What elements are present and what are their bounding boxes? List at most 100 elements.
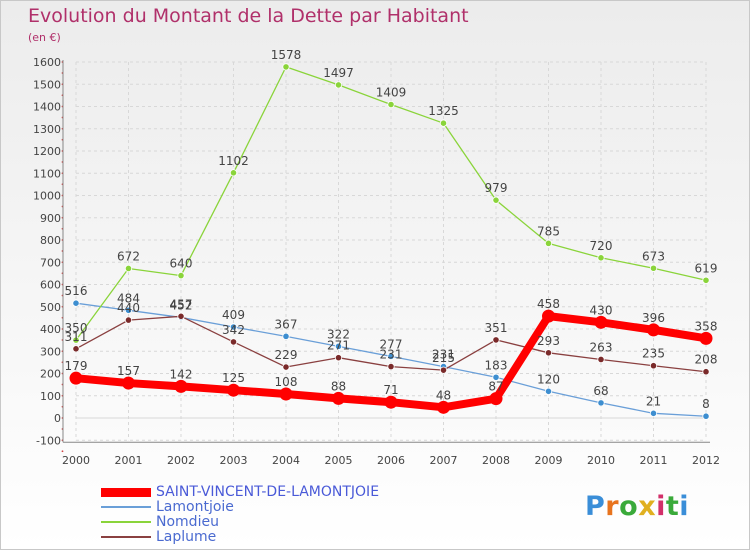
data-point [544, 387, 553, 395]
data-label: 71 [383, 383, 398, 397]
x-tick-label: 2009 [535, 454, 563, 467]
data-point [282, 332, 290, 340]
data-label: 231 [380, 348, 403, 362]
x-tick-label: 2012 [692, 454, 720, 467]
x-tick-label: 2002 [167, 454, 195, 467]
chart-title: Evolution du Montant de la Dette par Hab… [28, 5, 469, 27]
y-tick-label: 1600 [33, 56, 61, 69]
data-point [124, 306, 133, 314]
data-label: 672 [117, 249, 140, 263]
y-tick-label: 300 [40, 345, 61, 358]
data-point [229, 338, 238, 346]
y-tick-label: 1300 [33, 123, 61, 136]
data-label: 351 [485, 321, 508, 335]
data-label: 1102 [218, 154, 249, 168]
legend-swatch [101, 521, 151, 523]
data-label: 235 [642, 347, 665, 361]
data-point [594, 315, 608, 329]
y-tick-label: 600 [40, 279, 61, 292]
data-point [699, 331, 713, 345]
data-point [542, 309, 555, 323]
data-label: 979 [485, 181, 508, 195]
data-point [279, 387, 293, 401]
data-point [437, 400, 450, 414]
x-tick-label: 2003 [220, 454, 248, 467]
data-point [227, 383, 240, 397]
data-label: 785 [537, 224, 560, 238]
y-tick-label: 0 [54, 412, 61, 425]
data-point [649, 362, 658, 370]
data-label: 1578 [271, 48, 302, 62]
x-tick-label: 2005 [325, 454, 353, 467]
data-point [544, 239, 553, 247]
data-label: 68 [593, 384, 608, 398]
data-label: 179 [65, 359, 88, 373]
data-label: 350 [65, 321, 88, 335]
data-point [649, 409, 658, 417]
data-label: 1409 [376, 85, 407, 99]
data-label: 229 [275, 348, 298, 362]
data-label: 409 [222, 308, 245, 322]
data-label: 125 [222, 371, 245, 385]
data-label: 457 [170, 297, 193, 311]
data-point [174, 379, 188, 393]
y-tick-label: 700 [40, 256, 61, 269]
data-label: 516 [65, 284, 88, 298]
data-point [492, 373, 500, 381]
data-point [229, 169, 238, 177]
y-tick-label: 500 [40, 301, 61, 314]
data-point [177, 312, 185, 320]
x-tick-label: 2010 [587, 454, 615, 467]
data-label: 358 [695, 319, 718, 333]
data-label: 367 [275, 317, 298, 331]
data-label: 271 [327, 339, 350, 353]
legend-swatch [101, 487, 151, 497]
data-label: 430 [590, 303, 613, 317]
proxiti-logo: Proxiti [585, 491, 690, 522]
x-tick-label: 2008 [482, 454, 510, 467]
data-label: 142 [170, 367, 193, 381]
data-point [647, 323, 660, 337]
y-tick-label: 1500 [33, 78, 61, 91]
data-label: 720 [590, 239, 613, 253]
legend-label: Lamontjoie [156, 499, 234, 515]
data-point [387, 352, 395, 360]
data-label: 277 [380, 337, 403, 351]
data-label: 396 [642, 311, 665, 325]
data-point [702, 412, 710, 420]
y-tick-label: 200 [40, 368, 61, 381]
data-label: 322 [327, 327, 350, 341]
data-label: 1325 [428, 104, 459, 118]
data-point [124, 264, 133, 273]
data-point [492, 196, 500, 204]
data-point [702, 276, 710, 284]
y-tick-label: 800 [40, 234, 61, 247]
data-label: 215 [432, 351, 455, 365]
data-label: 87 [488, 380, 503, 394]
data-point [72, 336, 80, 344]
y-tick-label: 900 [40, 212, 61, 225]
data-point [597, 399, 605, 407]
y-tick-label: 1100 [33, 167, 61, 180]
data-label: 88 [331, 379, 346, 393]
data-label: 293 [537, 334, 560, 348]
data-label: 183 [485, 358, 508, 372]
data-label: 208 [695, 353, 718, 367]
legend-swatch [101, 536, 151, 538]
data-point [384, 395, 398, 409]
data-label: 263 [590, 340, 613, 354]
data-point [334, 354, 343, 362]
x-tick-label: 2007 [430, 454, 458, 467]
legend-label: SAINT-VINCENT-DE-LAMONTJOIE [156, 484, 380, 500]
data-label: 640 [170, 257, 193, 271]
data-point [72, 345, 80, 353]
data-point [387, 363, 395, 371]
x-tick-label: 2001 [115, 454, 143, 467]
legend-label: Laplume [156, 529, 217, 545]
data-point [282, 363, 290, 371]
line-chart: -100 0 100 200 300 400 500 600 700 800 900 1000 1100… [33, 48, 720, 467]
y-tick-label: 1000 [33, 190, 61, 203]
y-tick-label: 1400 [33, 101, 61, 114]
data-label: 440 [117, 301, 140, 315]
